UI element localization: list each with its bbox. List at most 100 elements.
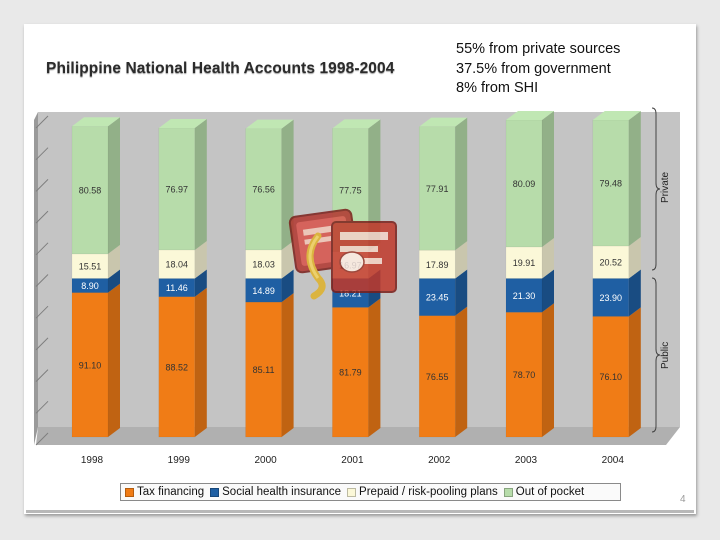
note-shi: 8% from SHI — [456, 80, 539, 96]
bar-side-tax — [628, 307, 641, 437]
data-label-oop: 77.91 — [426, 184, 449, 194]
bar-tax — [245, 301, 282, 438]
data-label-tax: 85.11 — [253, 365, 275, 375]
bar-oop — [505, 119, 543, 248]
data-label-shi: 23.90 — [600, 293, 623, 303]
legend-label-oop: Out of pocket — [515, 486, 585, 498]
note-government: 37.5% from government — [456, 60, 611, 77]
data-label-oop: 80.58 — [79, 186, 102, 196]
chart-gridline — [35, 305, 49, 319]
bar-side-shi — [455, 269, 468, 316]
bar-shi — [158, 278, 196, 297]
bar-side-shi — [194, 269, 207, 297]
legend-item-prepaid: Prepaid / risk-pooling plans — [347, 486, 498, 498]
legend-swatch-shi — [210, 487, 220, 497]
legend-swatch-tax — [125, 487, 134, 497]
data-label-tax: 76.10 — [600, 372, 623, 382]
bar-prepaid — [505, 246, 543, 279]
bar-oop — [158, 127, 196, 251]
private-group-label: Private — [660, 171, 671, 203]
bar-shi — [592, 278, 630, 317]
x-tick-label: 2001 — [341, 455, 364, 466]
bar-side-oop — [194, 118, 207, 250]
bar-side-oop — [368, 119, 381, 252]
bar-side-shi — [542, 269, 554, 313]
bar-side-tax — [108, 283, 120, 437]
chart-gridline — [35, 400, 49, 414]
data-label-prepaid: 15.51 — [79, 262, 102, 272]
chart-gridline — [35, 242, 49, 256]
data-label-oop: 80.09 — [513, 179, 536, 189]
public-group-label: Public — [660, 342, 671, 369]
bar-tax — [332, 307, 369, 438]
presentation-logo-icon — [288, 208, 397, 300]
bar-side-shi — [281, 269, 294, 303]
data-label-tax: 91.10 — [79, 360, 102, 370]
data-label-prepaid: 18.03 — [252, 260, 275, 270]
data-label-tax: 81.79 — [339, 368, 362, 378]
data-label-shi: 18.21 — [339, 288, 362, 298]
bar-side-shi — [108, 269, 120, 293]
data-label-prepaid: 20.52 — [600, 258, 623, 268]
bar-side-oop — [542, 111, 554, 247]
bar-shi — [418, 278, 456, 316]
bar-oop — [592, 119, 630, 247]
data-label-oop: 76.97 — [166, 184, 189, 194]
bar-side-prepaid — [542, 237, 554, 279]
bar-side-oop — [108, 117, 120, 254]
bar-side-shi — [628, 269, 641, 317]
bar-top — [245, 119, 294, 129]
x-tick-label: 1999 — [168, 455, 191, 466]
x-tick-label: 2004 — [602, 455, 625, 466]
bar-top — [72, 117, 120, 127]
chart-gridline — [35, 115, 49, 129]
chart-side-wall — [34, 112, 38, 445]
bar-side-tax — [368, 298, 381, 437]
data-label-shi: 14.89 — [252, 286, 275, 296]
bar-side-prepaid — [194, 240, 207, 279]
legend-label-tax: Tax financing — [137, 486, 205, 498]
x-tick-label: 2003 — [515, 455, 538, 466]
bar-tax — [592, 316, 630, 438]
data-label-prepaid: 18.04 — [166, 260, 189, 270]
data-label-shi: 11.46 — [166, 283, 188, 293]
bar-side-tax — [194, 287, 207, 437]
bar-side-oop — [455, 117, 468, 251]
bar-oop — [418, 126, 456, 251]
bar-top — [158, 118, 207, 128]
bar-side-tax — [455, 306, 468, 437]
chart-legend: Tax financing Social health insurance Pr… — [120, 483, 621, 501]
legend-swatch-oop — [503, 487, 513, 497]
bar-oop — [245, 128, 282, 251]
chart-gridline — [35, 337, 49, 351]
slide-bottom-rule — [26, 510, 694, 513]
private-bracket — [651, 107, 661, 271]
bar-tax — [418, 315, 456, 438]
data-label-tax: 88.52 — [166, 362, 189, 372]
x-tick-label: 1998 — [81, 455, 104, 466]
chart-gridline — [35, 369, 49, 382]
bar-tax — [71, 292, 109, 438]
bar-top — [332, 119, 381, 129]
chart-gridline — [35, 179, 49, 192]
chart-gridline — [35, 432, 49, 446]
note-private: 55% from private sources — [456, 41, 621, 57]
data-label-shi: 23.45 — [426, 293, 449, 303]
public-bracket — [651, 277, 661, 433]
notes-text: 55% from private sources 37.5% from gove… — [456, 40, 620, 99]
data-label-oop: 76.56 — [252, 185, 275, 195]
data-label-shi: 21.30 — [513, 291, 536, 301]
data-label-prepaid: 17.89 — [426, 260, 449, 270]
data-label-oop: 79.48 — [600, 178, 623, 188]
page-number: 4 — [680, 494, 686, 505]
chart-gridline — [35, 274, 49, 287]
legend-item-shi: Social health insurance — [210, 486, 341, 498]
legend-label-shi: Social health insurance — [222, 486, 342, 498]
bar-side-prepaid — [628, 236, 641, 279]
bar-side-prepaid — [108, 244, 120, 279]
data-label-shi: 8.90 — [81, 281, 99, 291]
bar-side-tax — [281, 293, 294, 437]
bar-prepaid — [71, 253, 109, 279]
bar-prepaid — [245, 249, 282, 279]
x-tick-label: 2002 — [428, 455, 451, 466]
